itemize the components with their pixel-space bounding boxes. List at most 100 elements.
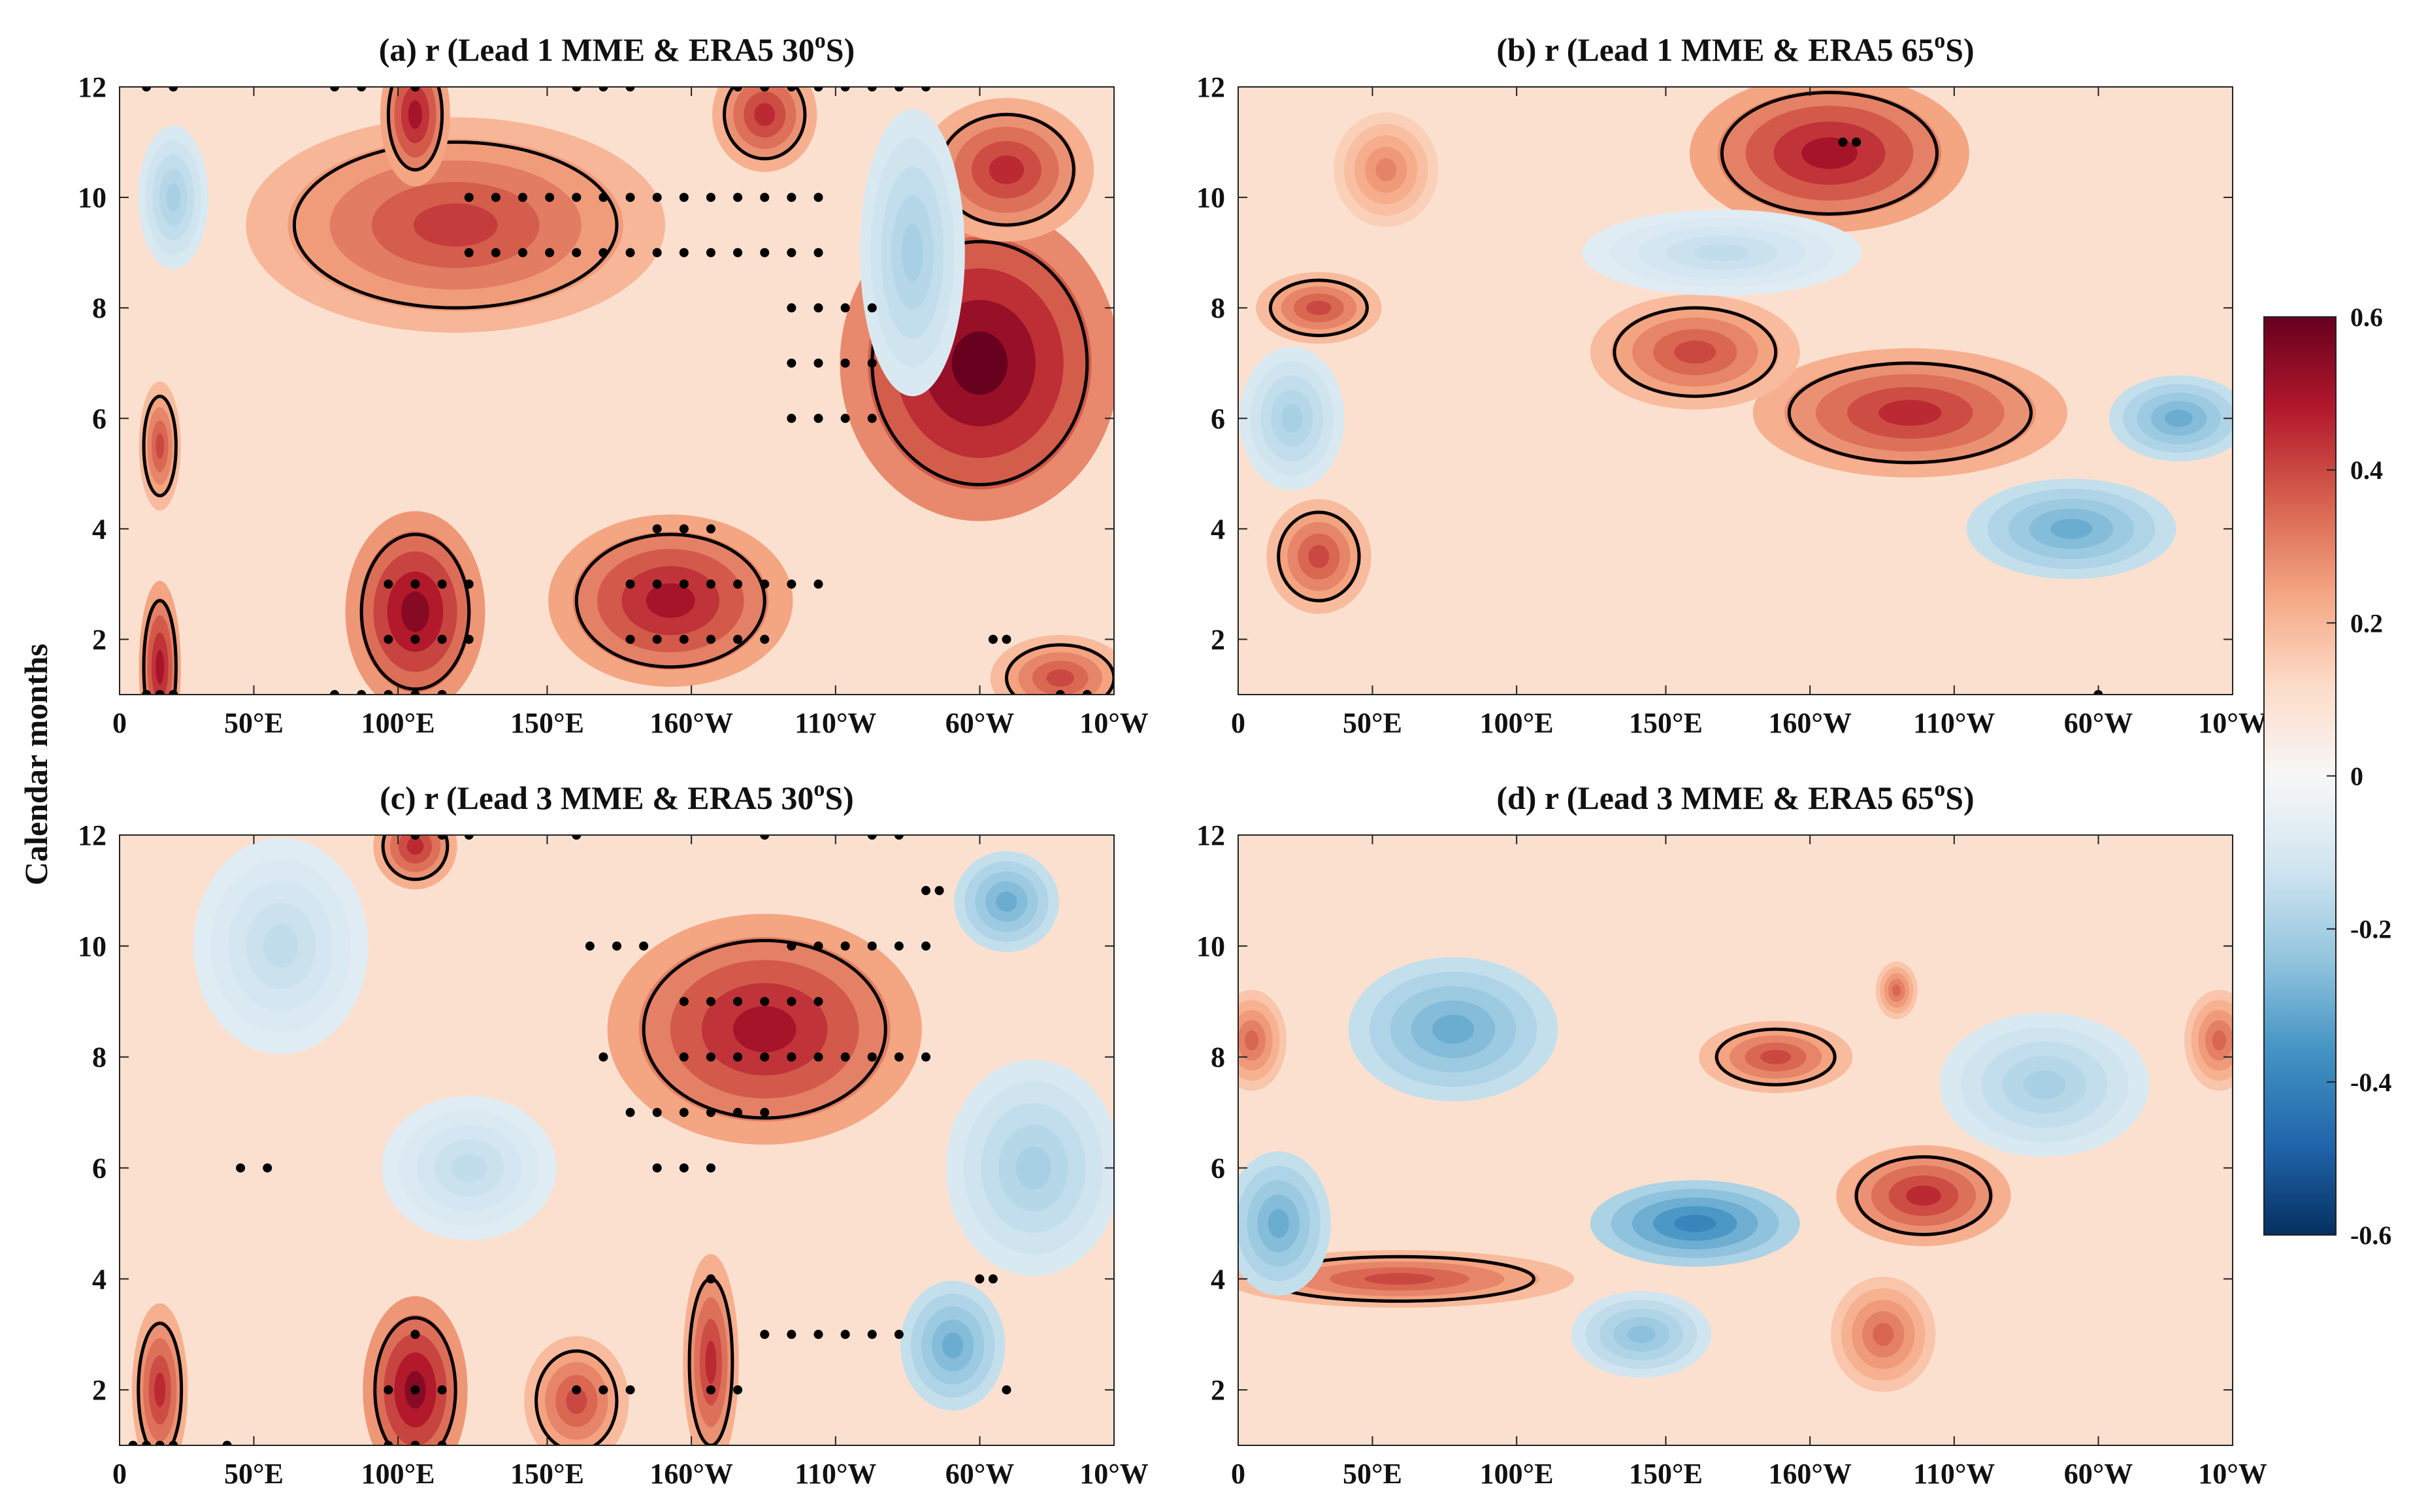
colorbar: 0.6 0.4 0.2 0 -0.2 -0.4 -0.6: [2263, 303, 2391, 1250]
contour-fill: [951, 331, 1008, 395]
significance-contour: [1720, 90, 1939, 216]
significance-dot: [357, 690, 367, 695]
significance-dot: [813, 579, 823, 589]
significance-dot: [652, 634, 662, 644]
significance-dot: [572, 1385, 582, 1395]
field: [128, 835, 1114, 1445]
significance-dot: [813, 941, 823, 951]
y-tick-label: 6: [92, 403, 107, 435]
significance-dot: [975, 1274, 985, 1284]
significance-dot: [1002, 1385, 1011, 1395]
contour-fill: [754, 103, 776, 126]
significance-dot: [1838, 137, 1848, 147]
significance-dot: [599, 87, 608, 91]
contour-fill: [156, 649, 165, 685]
y-tick-label: 2: [92, 623, 107, 655]
contour-fill: [1244, 1030, 1259, 1051]
colorbar-tick-label: -0.4: [2350, 1068, 2391, 1097]
significance-dot: [410, 1441, 420, 1445]
significance-dot: [733, 1108, 743, 1117]
contour-fill: [406, 837, 424, 855]
significance-dot: [410, 634, 420, 644]
panel-title: (c) r (Lead 3 MME & ERA5 30oS): [380, 777, 854, 816]
significance-dot: [464, 634, 474, 644]
y-tick-label: 6: [1211, 403, 1225, 435]
significance-dot: [706, 1108, 715, 1117]
contour-fill: [408, 100, 423, 129]
significance-dot: [706, 1385, 715, 1395]
significance-dot: [599, 248, 608, 257]
contour-fill: [166, 183, 180, 212]
significance-dot: [679, 1052, 689, 1062]
significance-dot: [652, 579, 662, 589]
significance-dot: [410, 1330, 420, 1339]
x-tick-label: 110°W: [1913, 707, 1995, 739]
contour-fill: [1694, 244, 1750, 261]
significance-dot: [491, 193, 500, 203]
significance-contour: [1004, 643, 1114, 695]
significance-dot: [330, 690, 340, 695]
significance-dot: [572, 835, 582, 840]
panel-c: (c) r (Lead 3 MME & ERA5 30oS) 0 50°E 100°E…: [78, 777, 1149, 1490]
significance-dot: [760, 87, 770, 91]
contour-fill: [1308, 545, 1330, 568]
significance-dot: [813, 996, 823, 1006]
x-tick-label: 160°W: [1768, 1458, 1852, 1490]
x-tick-label: 50°E: [1343, 1458, 1402, 1490]
significance-dot: [760, 835, 770, 840]
significance-dot: [840, 303, 850, 313]
y-tick-label: 4: [92, 513, 107, 545]
significance-contour: [292, 140, 619, 310]
significance-dot: [867, 414, 877, 423]
significance-dot: [464, 248, 474, 257]
significance-dot: [545, 248, 555, 257]
significance-dot: [733, 248, 743, 257]
significance-dot: [679, 248, 689, 257]
significance-dot: [733, 996, 743, 1006]
significance-dot: [155, 1441, 165, 1445]
contour-fill: [1674, 340, 1716, 364]
y-tick-label: 8: [1211, 1042, 1225, 1074]
significance-dot: [787, 579, 796, 589]
significance-dot: [572, 193, 582, 203]
axes-frame: [119, 834, 1115, 1446]
significance-dot: [572, 87, 582, 91]
significance-dot: [787, 303, 796, 313]
y-axis-label: Calendar months: [18, 644, 54, 885]
significance-dot: [142, 690, 152, 695]
significance-dot: [934, 885, 944, 895]
significance-dot: [787, 1330, 796, 1339]
significance-contour: [1268, 278, 1369, 337]
significance-dot: [128, 1441, 138, 1445]
significance-dot: [867, 87, 877, 91]
colorbar-tick-label: 0: [2350, 762, 2363, 791]
significance-dot: [787, 1052, 796, 1062]
significance-dot: [921, 885, 931, 895]
significance-dot: [169, 87, 178, 91]
significance-dot: [706, 524, 715, 534]
significance-dot: [464, 579, 474, 589]
significance-dot: [464, 193, 474, 203]
significance-dot: [410, 1385, 420, 1395]
significance-dot: [410, 579, 420, 589]
significance-dot: [760, 634, 770, 644]
significance-dot: [572, 248, 582, 257]
significance-dot: [518, 248, 528, 257]
x-tick-label: 60°W: [2064, 707, 2133, 739]
significance-dot: [585, 941, 595, 951]
field: [1239, 87, 2233, 695]
significance-dot: [155, 690, 165, 695]
significance-dot: [1055, 690, 1065, 695]
significance-contour: [642, 938, 887, 1120]
significance-dot: [410, 835, 420, 840]
significance-dot: [679, 1163, 689, 1173]
significance-dot: [733, 193, 743, 203]
colorbar-tick-label: 0.2: [2350, 608, 2383, 638]
significance-dot: [706, 1052, 715, 1062]
contour-fill: [2023, 1070, 2066, 1100]
contour-fill: [1801, 137, 1858, 169]
contour-fill: [1892, 984, 1901, 996]
significance-dot: [706, 634, 715, 644]
significance-dot: [760, 248, 770, 257]
y-tick-label: 6: [92, 1152, 107, 1184]
